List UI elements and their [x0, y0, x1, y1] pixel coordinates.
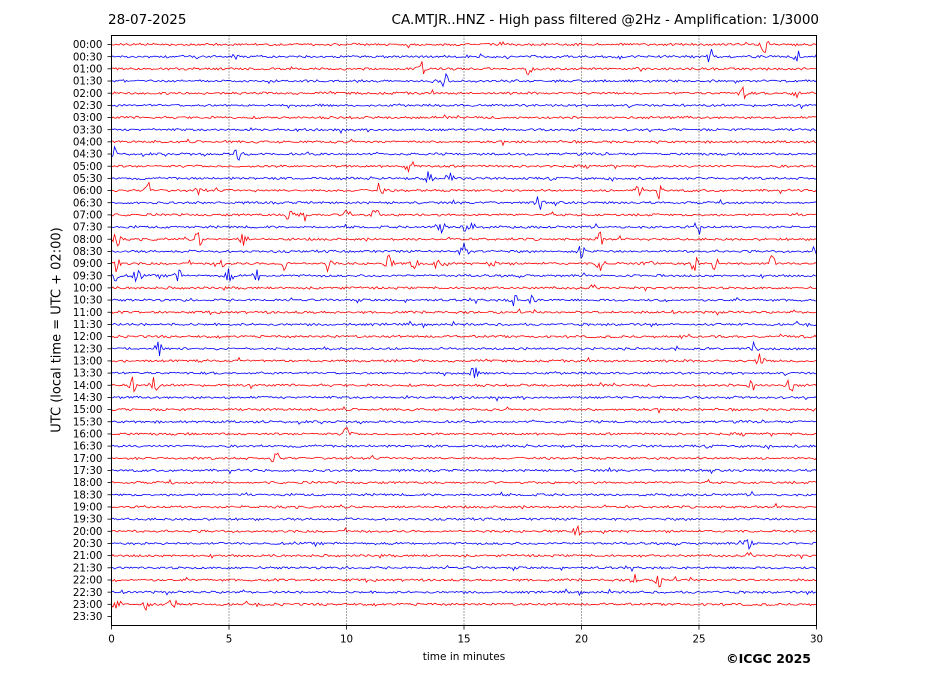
y-tick-label: 18:30 [73, 489, 103, 501]
y-tick-group: 00:0000:3001:0001:3002:0002:3003:0003:30… [73, 39, 112, 623]
y-tick-label: 03:00 [73, 112, 103, 124]
y-tick-label: 12:00 [73, 331, 103, 343]
trace-08:30 [111, 242, 817, 259]
y-tick-label: 00:30 [73, 51, 103, 63]
trace-20:30 [111, 538, 817, 551]
trace-04:30 [111, 145, 817, 161]
y-tick-label: 21:00 [73, 550, 103, 562]
y-tick-label: 13:30 [73, 368, 103, 380]
trace-16:00 [111, 426, 817, 437]
y-tick-label: 17:00 [73, 453, 103, 465]
y-tick-label: 23:30 [73, 611, 103, 623]
trace-17:00 [111, 452, 817, 463]
y-tick-label: 04:00 [73, 136, 103, 148]
grid-group [228, 35, 700, 626]
y-tick-label: 05:30 [73, 173, 103, 185]
y-tick-label: 22:30 [73, 587, 103, 599]
y-tick-label: 11:30 [73, 319, 103, 331]
trace-13:00 [111, 353, 817, 365]
x-tick-group: 0 5 10 15 20 25 30 [108, 625, 823, 646]
y-tick-label: 21:30 [73, 562, 103, 574]
y-tick-label: 06:30 [73, 197, 103, 209]
trace-05:00 [111, 160, 817, 174]
y-tick-label: 22:00 [73, 575, 103, 587]
y-tick-label: 23:00 [73, 599, 103, 611]
y-tick-label: 19:00 [73, 502, 103, 514]
y-axis-label: UTC (local time = UTC + 02:00) [49, 227, 65, 433]
y-tick-label: 19:30 [73, 514, 103, 526]
y-tick-label: 07:30 [73, 222, 103, 234]
y-tick-label: 13:00 [73, 356, 103, 368]
y-tick-label: 02:30 [73, 100, 103, 112]
y-tick-label: 08:30 [73, 246, 103, 258]
trace-13:30 [111, 367, 817, 378]
chart-title: CA.MTJR..HNZ - High pass filtered @2Hz -… [391, 12, 819, 28]
y-tick-label: 20:30 [73, 538, 103, 550]
y-tick-label: 11:00 [73, 307, 103, 319]
trace-22:00 [111, 574, 817, 588]
y-tick-label: 05:00 [73, 161, 103, 173]
y-tick-label: 07:00 [73, 209, 103, 221]
trace-07:00 [111, 209, 817, 222]
y-tick-label: 16:30 [73, 441, 103, 453]
y-tick-label: 01:00 [73, 63, 103, 75]
y-tick-label: 12:30 [73, 343, 103, 355]
y-tick-label: 15:00 [73, 404, 103, 416]
x-axis-label: time in minutes [422, 651, 506, 663]
y-tick-label: 09:30 [73, 270, 103, 282]
y-tick-label: 14:30 [73, 392, 103, 404]
y-tick-label: 09:00 [73, 258, 103, 270]
y-tick-label: 10:00 [73, 283, 103, 295]
x-tick-label: 0 [108, 634, 115, 646]
x-tick-label: 30 [810, 634, 823, 646]
trace-14:00 [111, 376, 817, 393]
chart-date: 28-07-2025 [108, 12, 187, 28]
y-tick-label: 04:30 [73, 149, 103, 161]
x-tick-label: 10 [340, 634, 353, 646]
y-tick-label: 01:30 [73, 76, 103, 88]
y-tick-label: 16:00 [73, 429, 103, 441]
y-tick-label: 20:00 [73, 526, 103, 538]
x-tick-label: 25 [692, 634, 705, 646]
y-tick-label: 06:00 [73, 185, 103, 197]
y-tick-label: 03:30 [73, 124, 103, 136]
trace-23:00 [111, 599, 817, 612]
trace-15:00 [111, 406, 817, 415]
trace-11:30 [111, 320, 817, 329]
y-tick-label: 15:30 [73, 416, 103, 428]
y-tick-label: 14:00 [73, 380, 103, 392]
x-tick-label: 20 [575, 634, 588, 646]
y-tick-label: 00:00 [73, 39, 103, 51]
y-tick-label: 08:00 [73, 234, 103, 246]
trace-01:00 [111, 61, 817, 76]
y-tick-label: 02:00 [73, 88, 103, 100]
x-tick-label: 15 [457, 634, 470, 646]
x-tick-label: 5 [226, 634, 233, 646]
copyright-label: ©ICGC 2025 [726, 651, 811, 666]
y-tick-label: 10:30 [73, 295, 103, 307]
y-tick-label: 18:00 [73, 477, 103, 489]
trace-06:00 [111, 181, 817, 200]
y-tick-label: 17:30 [73, 465, 103, 477]
trace-14:30 [111, 394, 817, 402]
trace-06:30 [111, 196, 817, 210]
